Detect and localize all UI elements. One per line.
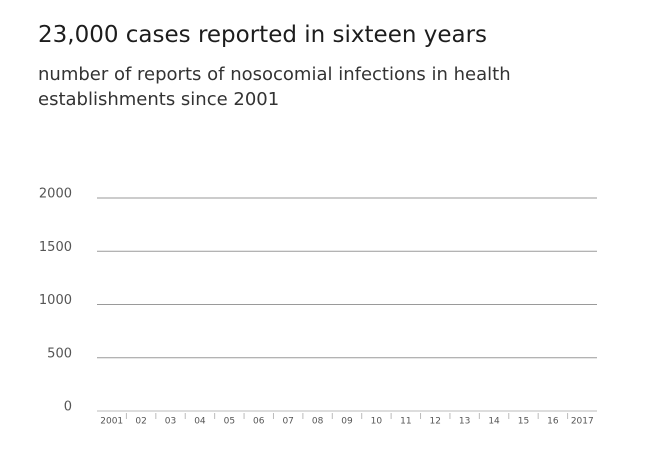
chart-subtitle: number of reports of nosocomial infectio… xyxy=(38,64,511,110)
y-tick-label: 0 xyxy=(64,400,72,415)
x-tick-label: 16 xyxy=(547,417,559,427)
x-tick-label: 08 xyxy=(312,417,324,427)
x-tick-label: 04 xyxy=(194,417,206,427)
x-tick-label: 07 xyxy=(282,417,293,427)
x-tick-label: 12 xyxy=(430,417,441,427)
y-tick-label: 1000 xyxy=(39,293,72,308)
x-tick-label: 2001 xyxy=(100,417,123,427)
x-tick-label: 13 xyxy=(459,417,470,427)
x-tick-label: 14 xyxy=(488,417,500,427)
x-tick-label: 09 xyxy=(341,417,353,427)
x-tick-label: 11 xyxy=(400,417,411,427)
x-tick-label: 03 xyxy=(165,417,176,427)
x-tick-label: 06 xyxy=(253,417,265,427)
x-tick-label: 15 xyxy=(518,417,529,427)
y-tick-label: 2000 xyxy=(39,187,72,202)
x-tick-label: 2017 xyxy=(571,417,594,427)
x-tick-label: 05 xyxy=(224,417,235,427)
x-tick-label: 10 xyxy=(371,417,383,427)
y-tick-label: 1500 xyxy=(39,240,72,255)
x-tick-label: 02 xyxy=(135,417,146,427)
chart-title: 23,000 cases reported in sixteen years xyxy=(38,22,488,48)
y-tick-label: 500 xyxy=(47,346,72,361)
